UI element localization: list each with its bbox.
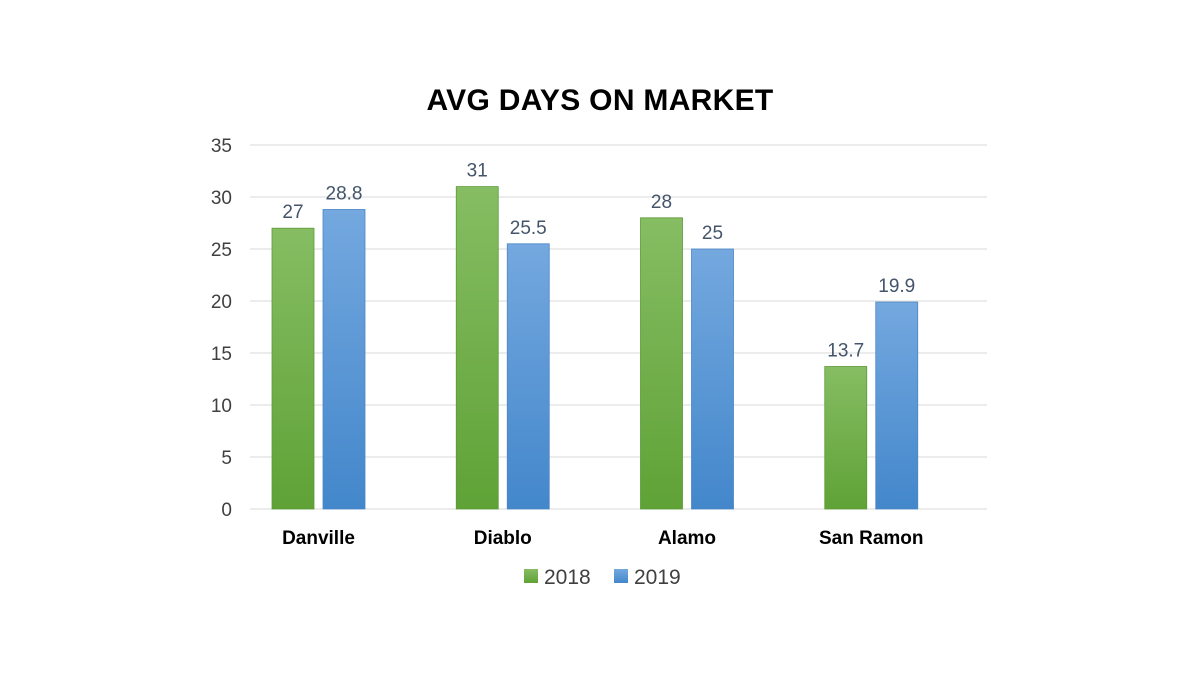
x-tick-label: San Ramon <box>819 528 924 549</box>
y-tick-label: 0 <box>221 500 232 521</box>
bar-2018-san-ramon <box>824 366 868 510</box>
data-label: 13.7 <box>827 341 864 362</box>
bar-2018-alamo <box>640 217 683 510</box>
data-label: 31 <box>467 161 488 182</box>
legend-label: 2018 <box>544 566 591 589</box>
y-tick-label: 30 <box>211 188 232 209</box>
x-tick-label: Danville <box>282 528 355 549</box>
data-label: 19.9 <box>878 276 915 297</box>
bars <box>271 186 919 510</box>
legend-swatch-2018 <box>524 569 538 583</box>
bar-2018-danville <box>271 227 315 510</box>
x-tick-label: Diablo <box>474 528 532 549</box>
bar-2019-danville <box>322 209 366 510</box>
y-tick-label: 15 <box>211 344 232 365</box>
data-label: 25 <box>702 223 723 244</box>
labels: 0 5 10 15 20 25 30 35 27 28.8 Danville 31 25.5 Diablo… <box>211 136 924 549</box>
data-label: 25.5 <box>510 218 547 239</box>
legend-swatch-2019 <box>614 569 628 583</box>
legend: 2018 2019 <box>524 566 681 589</box>
y-tick-label: 25 <box>211 240 232 261</box>
y-tick-label: 35 <box>211 136 232 157</box>
data-label: 28 <box>651 192 672 213</box>
y-tick-label: 5 <box>221 448 232 469</box>
bar-2019-diablo <box>506 243 550 510</box>
chart-title: AVG DAYS ON MARKET <box>426 84 774 117</box>
x-tick-label: Alamo <box>658 528 716 549</box>
y-tick-label: 20 <box>211 292 232 313</box>
bar-2019-alamo <box>691 248 734 510</box>
data-label: 28.8 <box>326 183 363 204</box>
gridlines <box>250 144 987 510</box>
bar-2019-san-ramon <box>875 301 919 510</box>
y-tick-label: 10 <box>211 396 232 417</box>
data-label: 27 <box>282 202 303 223</box>
bar-2018-diablo <box>455 186 499 510</box>
legend-label: 2019 <box>634 566 681 589</box>
